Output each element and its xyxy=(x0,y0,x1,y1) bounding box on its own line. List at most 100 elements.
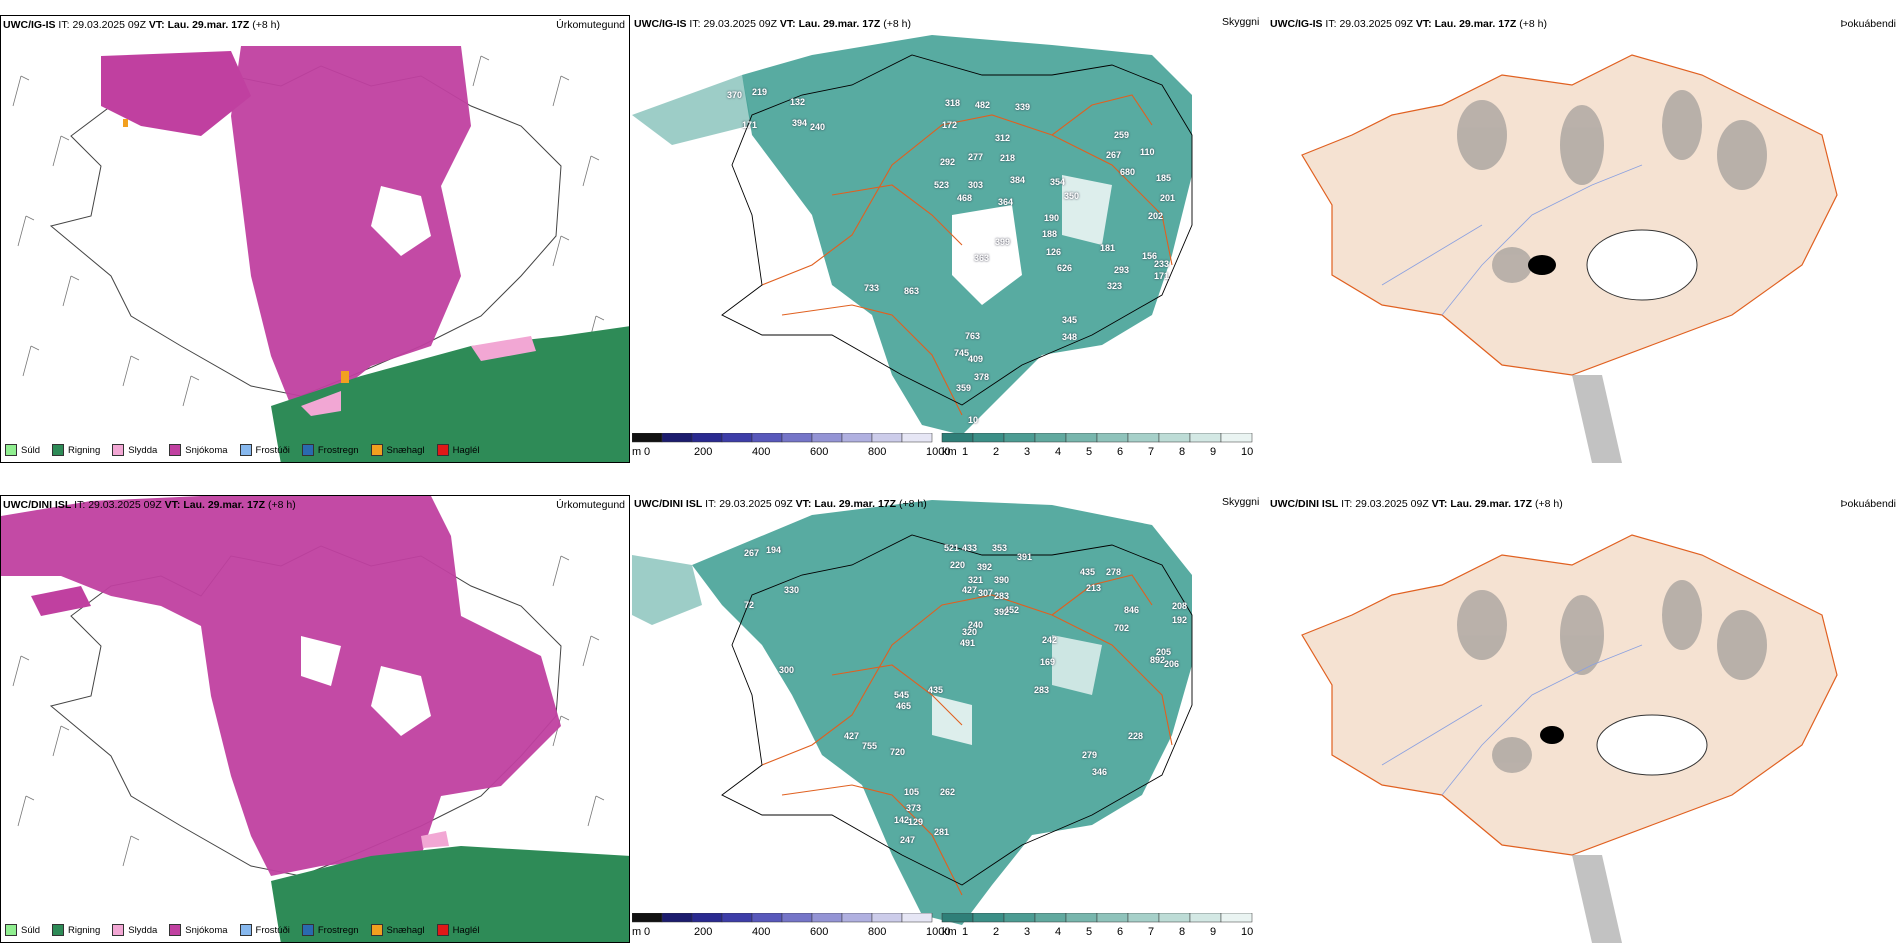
cloud-base-value: 283 xyxy=(1034,685,1050,695)
fog-title-row1: Þokuábendi xyxy=(1840,18,1896,30)
colorbar-km-segment xyxy=(1065,433,1098,443)
colorbar-m-segment xyxy=(721,913,753,923)
cloud-base-values-row2: 267 194 330 72 521 433 353 220 391 392 321 390 427 30… xyxy=(632,495,1322,943)
colorbar-m-segment xyxy=(661,913,693,923)
colorbar-km-tick: 8 xyxy=(1179,446,1185,458)
legend-item: Frostregn xyxy=(301,444,359,456)
cloud-base-value: 228 xyxy=(1128,731,1144,741)
colorbar-m-segment xyxy=(871,433,903,443)
colorbar-m-tick: 800 xyxy=(868,926,886,938)
cloud-base-value: 156 xyxy=(1142,251,1158,261)
cloud-base-value: 240 xyxy=(968,620,984,630)
cloud-base-value: 126 xyxy=(1046,247,1062,257)
colorbar-m-tick: 600 xyxy=(810,446,828,458)
cloud-base-value: 278 xyxy=(1106,567,1122,577)
colorbar-km-segment xyxy=(1096,433,1129,443)
cloud-base-value: 194 xyxy=(766,545,782,555)
legend-label: Snjókoma xyxy=(185,444,228,456)
cloud-base-value: 142 xyxy=(894,815,910,825)
colorbar-m-tick: 0 xyxy=(644,926,650,938)
cloud-base-value: 370 xyxy=(727,90,743,100)
cloud-base-value: 846 xyxy=(1124,605,1140,615)
cloud-base-value: 720 xyxy=(890,747,906,757)
cloud-base-value: 745 xyxy=(954,348,970,358)
cloud-base-value: 394 xyxy=(792,118,808,128)
cloud-base-value: 702 xyxy=(1114,623,1130,633)
cloud-base-value: 523 xyxy=(934,180,950,190)
cloud-base-value: 545 xyxy=(894,690,910,700)
cloud-base-value: 348 xyxy=(1062,332,1078,342)
legend-label: Snæhagl xyxy=(386,444,425,456)
legend-label: Frostúði xyxy=(255,924,290,936)
cloud-base-value: 452 xyxy=(1004,605,1020,615)
precip-legend-row1: Súld Rigning Slydda Snjókoma Frostúði Frostre… xyxy=(5,444,480,456)
legend-swatch xyxy=(52,924,65,936)
cloud-base-value: 171 xyxy=(1154,271,1170,281)
fog-map-row2 xyxy=(1262,495,1900,943)
legend-item: Rigning xyxy=(52,924,100,936)
legend-item: Haglél xyxy=(436,924,480,936)
cloud-map-row2 xyxy=(632,495,1322,943)
colorbar-m-segment xyxy=(901,433,933,443)
colorbar-km-tick: 3 xyxy=(1024,926,1030,938)
colorbar-km-segment xyxy=(1220,913,1253,923)
colorbar-km-segment xyxy=(972,913,1005,923)
cloud-base-value: 339 xyxy=(1015,102,1031,112)
colorbar-m-tick: 0 xyxy=(644,446,650,458)
cloud-base-value: 292 xyxy=(940,157,956,167)
cloud-base-value: 233 xyxy=(1154,259,1170,269)
cloud-base-value: 312 xyxy=(995,133,1011,143)
legend-swatch xyxy=(436,444,449,456)
precip-type-panel-row2: UWC/DINI ISL IT: 29.03.2025 09Z VT: Lau.… xyxy=(0,495,630,943)
cloud-base-values-row1: 370 219 132 394 171 240 318 482 339 172 312 292 277 2… xyxy=(632,15,1322,463)
colorbar-km-tick: 5 xyxy=(1086,926,1092,938)
cloud-base-value: 330 xyxy=(784,585,800,595)
colorbar-m-segment xyxy=(751,913,783,923)
legend-swatch xyxy=(301,924,314,936)
cloud-base-value: 321 xyxy=(968,575,984,585)
cloud-base-value: 240 xyxy=(810,122,826,132)
cloud-base-value: 427 xyxy=(844,731,860,741)
cloud-base-value: 392 xyxy=(977,562,993,572)
colorbar-km-tick: 4 xyxy=(1055,926,1061,938)
legend-label: Rigning xyxy=(68,924,101,936)
colorbar-km-tick: 4 xyxy=(1055,446,1061,458)
cloud-base-value: 435 xyxy=(928,685,944,695)
colorbar-m-segment xyxy=(871,913,903,923)
colorbar-km-segment xyxy=(1127,433,1160,443)
colorbar-km-tick: 7 xyxy=(1148,926,1154,938)
colorbar-km-segment xyxy=(941,433,974,443)
colorbar-m-tick: 1000 xyxy=(926,926,950,938)
header-row1-mid: UWC/IG-IS IT: 29.03.2025 09Z VT: Lau. 29… xyxy=(634,18,911,30)
legend-label: Slydda xyxy=(128,924,158,936)
cloud-base-value: 359 xyxy=(956,383,972,393)
fog-panel-row2: UWC/DINI ISL IT: 29.03.2025 09Z VT: Lau.… xyxy=(1262,495,1900,943)
cloud-base-value: 262 xyxy=(940,787,956,797)
precip-title-row2: Úrkomutegund xyxy=(556,499,625,511)
legend-swatch xyxy=(169,444,182,456)
legend-swatch xyxy=(52,444,65,456)
colorbar-km-segment xyxy=(1127,913,1160,923)
colorbar-m-segment xyxy=(781,913,813,923)
cloud-base-value: 110 xyxy=(1140,147,1155,157)
cloud-base-value: 390 xyxy=(994,575,1010,585)
precip-map-row1 xyxy=(1,16,629,462)
cloud-base-value: 409 xyxy=(968,354,984,364)
colorbar-km-segment xyxy=(1158,433,1191,443)
cloud-base-value: 427 xyxy=(962,585,978,595)
colorbar-km-tick: 6 xyxy=(1117,926,1123,938)
colorbar-km-tick: 6 xyxy=(1117,446,1123,458)
cloud-base-value: 755 xyxy=(862,741,878,751)
colorbar-m-tick: 600 xyxy=(810,926,828,938)
legend-swatch xyxy=(112,924,125,936)
colorbar-km-segment xyxy=(1034,913,1067,923)
legend-item: Snjókoma xyxy=(169,924,228,936)
colorbar-km-tick: 9 xyxy=(1210,926,1216,938)
cloud-base-value: 218 xyxy=(1000,153,1016,163)
colorbar-m-segment xyxy=(661,433,693,443)
cloud-base-value: 208 xyxy=(1172,601,1188,611)
colorbar-km-tick: 10 xyxy=(1241,446,1253,458)
colorbar-km-tick: 8 xyxy=(1179,926,1185,938)
colorbar-m-segment xyxy=(781,433,813,443)
precip-title-row1: Úrkomutegund xyxy=(556,19,625,31)
